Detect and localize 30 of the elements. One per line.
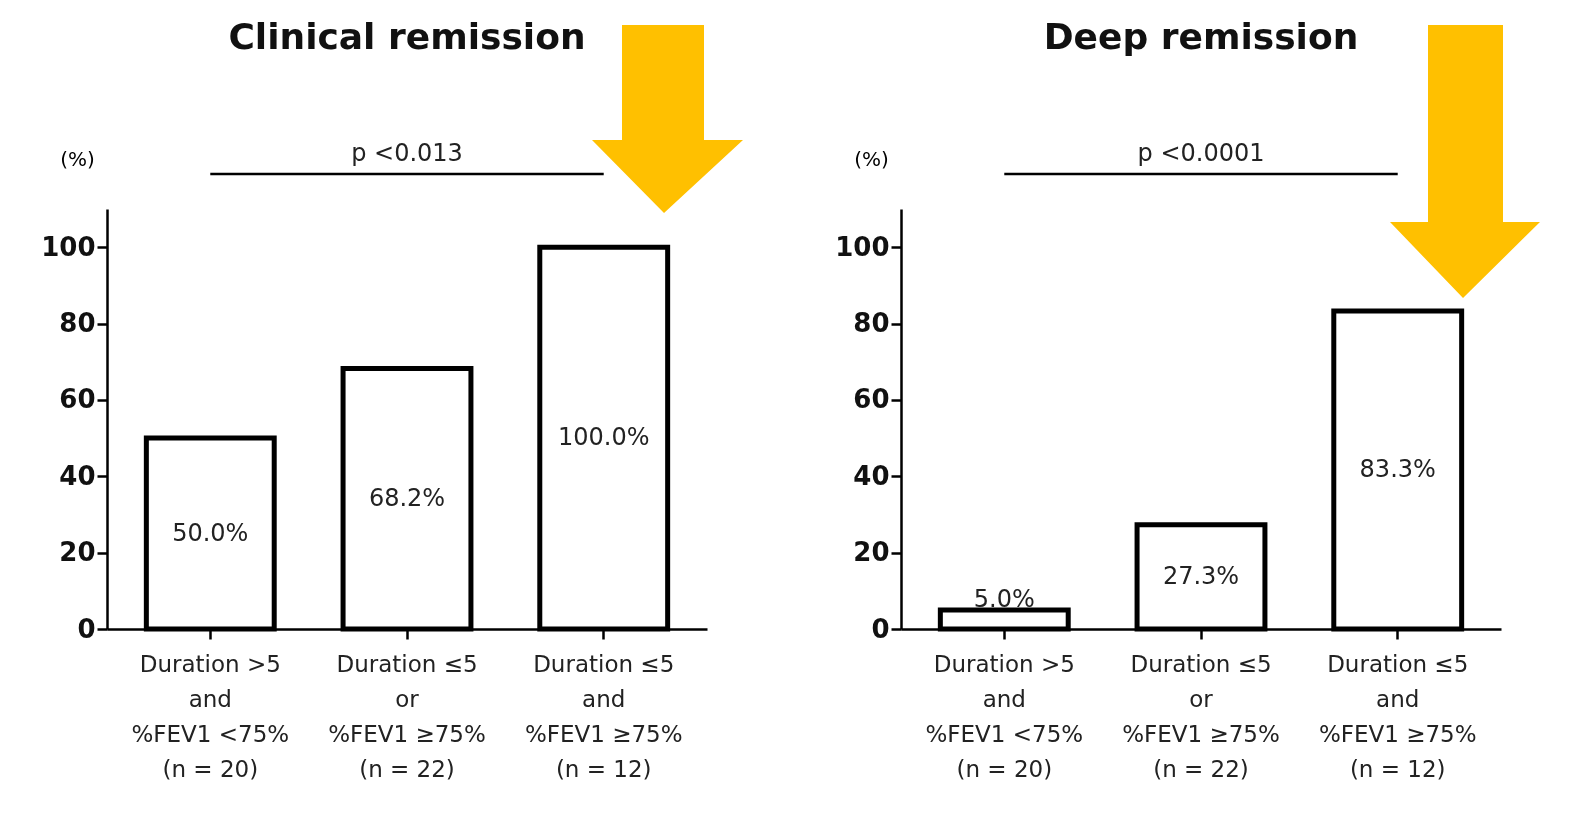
y-tick-label: 40 bbox=[59, 460, 96, 491]
y-tick-label: 60 bbox=[853, 384, 890, 415]
y-tick-label: 0 bbox=[77, 613, 96, 644]
y-tick-label: 80 bbox=[59, 308, 96, 339]
y-tick-label: 40 bbox=[853, 460, 890, 491]
data-label: 50.0% bbox=[172, 518, 249, 547]
text: p <0.0001 bbox=[1137, 139, 1265, 167]
y-tick-label: 20 bbox=[59, 537, 96, 568]
y-tick-label: 20 bbox=[853, 537, 890, 568]
y-tick-label: 0 bbox=[871, 613, 890, 644]
y-axis-title: (%) bbox=[60, 146, 95, 171]
x-tick-label: Duration >5 and %FEV1 <75% (n = 20) bbox=[131, 650, 290, 782]
data-label: 100.0% bbox=[557, 423, 650, 452]
data-label: 68.2% bbox=[368, 483, 446, 512]
data-label: 27.3% bbox=[1162, 561, 1240, 590]
x-tick-label: Duration ≤5 and %FEV1 ≥75% (n = 12) bbox=[1318, 650, 1477, 782]
x-tick-label: Duration ≤5 and %FEV1 ≥75% (n = 12) bbox=[524, 650, 683, 782]
chart-title: Deep remission bbox=[1043, 16, 1359, 57]
y-tick-label: 100 bbox=[41, 231, 96, 262]
y-axis-title: (%) bbox=[854, 146, 889, 171]
y-tick-label: 80 bbox=[853, 308, 890, 339]
data-label: 83.3% bbox=[1359, 454, 1436, 483]
x-tick-label: Duration ≤5 or %FEV1 ≥75% (n = 22) bbox=[1122, 650, 1280, 782]
y-tick-label: 100 bbox=[835, 231, 890, 262]
y-tick-label: 60 bbox=[59, 384, 96, 415]
chart-title: Clinical remission bbox=[228, 16, 586, 57]
text: p <0.013 bbox=[351, 139, 463, 167]
x-tick-label: Duration >5 and %FEV1 <75% (n = 20) bbox=[925, 650, 1084, 782]
x-tick-label: Duration ≤5 or %FEV1 ≥75% (n = 22) bbox=[328, 650, 486, 782]
data-label: 5.0% bbox=[973, 584, 1035, 613]
